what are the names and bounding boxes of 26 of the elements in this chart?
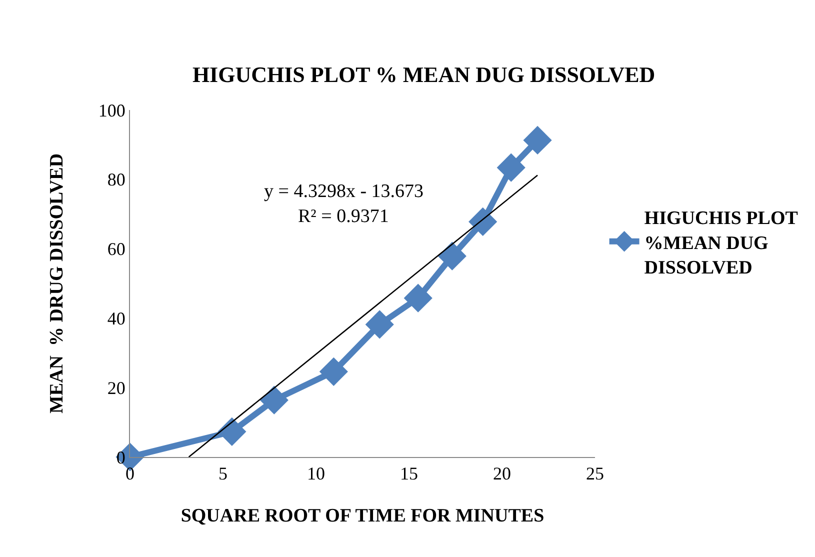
legend-label: HIGUCHIS PLOT %MEAN DUG DISSOLVED [644,208,798,279]
x-tick-label: 25 [586,464,604,484]
x-tick-label: 20 [493,464,511,484]
point [496,153,526,182]
point [523,126,552,154]
x-tick-label: 10 [307,464,325,484]
x-axis-title: SQUARE ROOT OF TIME FOR MINUTES [180,505,544,526]
chart-title: HIGUCHIS PLOT % MEAN DUG DISSOLVED [192,62,656,88]
y-tick-label: 100 [98,100,126,120]
y-tick-label: 20 [107,378,126,398]
y-tick-label: 80 [107,170,126,190]
annotation: R² = 0.9371 [298,206,389,227]
y-tick-label: 0 [116,447,126,468]
annotation: y = 4.3298x - 13.673 [264,181,424,202]
point [260,386,288,414]
x-tick-label: 5 [218,464,228,484]
point [404,284,432,312]
point [468,207,498,236]
point [365,310,394,339]
x-tick-label: 15 [400,464,418,484]
y-axis-title: MEAN % DRUG DISSOLVED [46,153,68,414]
y-tick-label: 40 [107,308,126,328]
point [319,357,348,386]
point [438,242,466,270]
point [218,417,246,446]
y-tick-label: 60 [107,239,126,260]
